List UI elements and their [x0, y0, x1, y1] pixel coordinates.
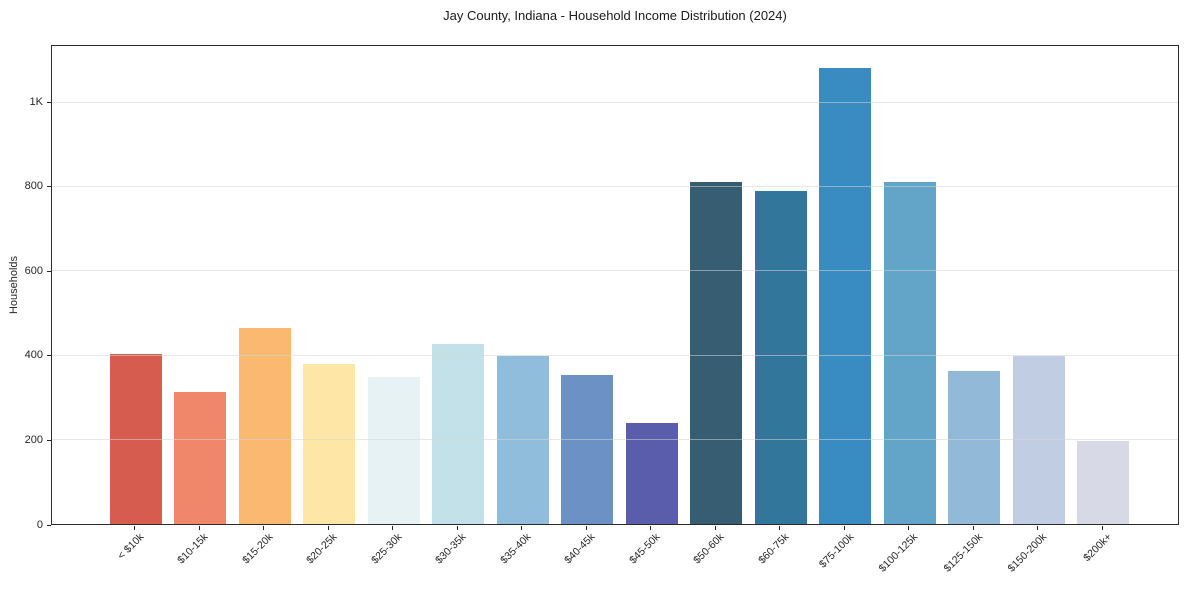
- x-tick-label-$10-15k: $10-15k: [175, 531, 211, 567]
- x-tick-mark-$150-200k: [1037, 526, 1039, 530]
- x-tick-label-< $10k: < $10k: [115, 531, 147, 562]
- bar-$150-200k: [1012, 356, 1065, 524]
- bar-$60-75k: [754, 191, 807, 524]
- plot-area: [51, 45, 1179, 525]
- x-tick-mark-$60-75k: [779, 526, 781, 530]
- x-tick-mark-$100-125k: [908, 526, 910, 530]
- y-tick-mark-0: [47, 524, 51, 526]
- bar-$75-100k: [819, 67, 872, 524]
- x-tick-label-$35-40k: $35-40k: [497, 531, 534, 567]
- gridline-200: [52, 438, 1178, 440]
- x-tick-label-$100-125k: $100-125k: [876, 531, 921, 575]
- bar-$25-30k: [367, 377, 420, 524]
- bar-$30-35k: [432, 344, 485, 524]
- x-tick-mark-$25-30k: [392, 526, 394, 530]
- x-tick-label-$40-45k: $40-45k: [562, 531, 598, 567]
- x-tick-label-$30-35k: $30-35k: [433, 531, 469, 567]
- x-tick-label-$25-30k: $25-30k: [368, 531, 405, 567]
- gridline-400: [52, 354, 1178, 356]
- bar-$10-15k: [174, 392, 227, 524]
- x-tick-mark-$35-40k: [521, 526, 523, 530]
- y-tick-mark-1K: [47, 101, 51, 103]
- x-tick-label-$20-25k: $20-25k: [304, 531, 340, 567]
- y-tick-label-800: 800: [24, 180, 43, 193]
- gridline-1K: [52, 101, 1178, 103]
- bar-$40-45k: [561, 375, 614, 524]
- x-tick-mark-$125-150k: [972, 526, 974, 530]
- x-tick-label-$125-150k: $125-150k: [941, 531, 985, 575]
- bar-$20-25k: [303, 364, 356, 524]
- bar-$45-50k: [625, 422, 678, 524]
- x-tick-label-$75-100k: $75-100k: [816, 531, 856, 571]
- x-tick-label-$150-200k: $150-200k: [1005, 531, 1050, 575]
- x-tick-mark-$30-35k: [456, 526, 458, 530]
- x-tick-label-$45-50k: $45-50k: [626, 531, 663, 567]
- x-tick-mark-$50-60k: [714, 526, 716, 530]
- x-tick-mark-$45-50k: [650, 526, 652, 530]
- y-tick-label-600: 600: [24, 264, 43, 277]
- chart-title: Jay County, Indiana - Household Income D…: [443, 8, 787, 23]
- x-tick-mark-$40-45k: [585, 526, 587, 530]
- x-tick-mark-$15-20k: [263, 526, 265, 530]
- bar-$125-150k: [948, 371, 1001, 524]
- bar-$15-20k: [238, 327, 291, 524]
- gridline-800: [52, 186, 1178, 188]
- bar-$200k+: [1077, 441, 1130, 524]
- y-tick-mark-600: [47, 270, 51, 272]
- x-tick-mark-$75-100k: [843, 526, 845, 530]
- y-tick-label-400: 400: [24, 349, 43, 362]
- y-tick-mark-200: [47, 439, 51, 441]
- y-tick-mark-800: [47, 186, 51, 188]
- y-tick-label-200: 200: [24, 433, 43, 446]
- bar-$100-125k: [883, 181, 936, 524]
- y-tick-mark-400: [47, 355, 51, 357]
- gridline-600: [52, 270, 1178, 272]
- x-tick-label-$60-75k: $60-75k: [755, 531, 792, 567]
- x-tick-mark-< $10k: [134, 526, 136, 530]
- x-tick-label-$50-60k: $50-60k: [691, 531, 727, 567]
- x-tick-mark-$200k+: [1101, 526, 1103, 530]
- x-tick-mark-$20-25k: [327, 526, 329, 530]
- x-tick-label-$200k+: $200k+: [1080, 531, 1114, 565]
- y-tick-label-0: 0: [36, 518, 43, 531]
- bar-$50-60k: [690, 181, 743, 524]
- x-tick-label-$15-20k: $15-20k: [239, 531, 276, 567]
- x-tick-mark-$10-15k: [198, 526, 200, 530]
- y-tick-label-1K: 1K: [29, 95, 43, 108]
